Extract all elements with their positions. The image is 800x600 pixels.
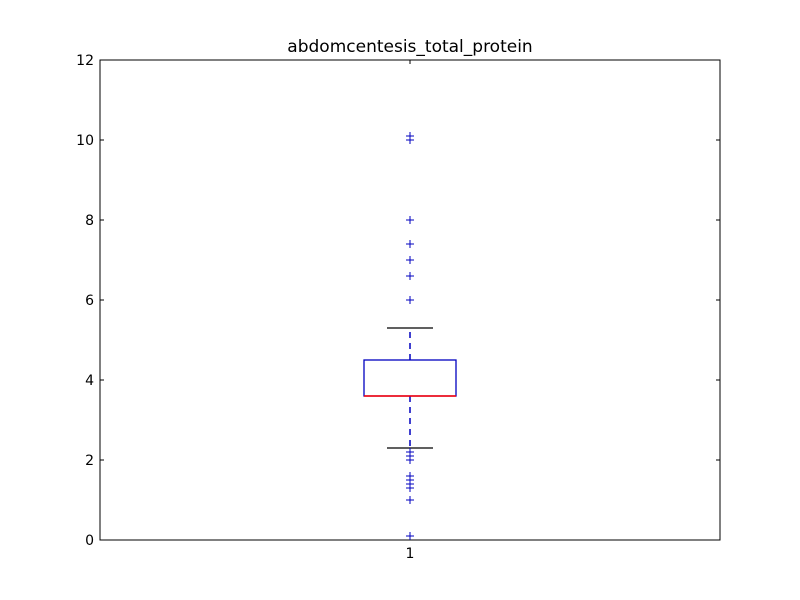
y-tick-label: 10 [76, 133, 94, 149]
y-tick-label: 6 [85, 293, 94, 309]
y-tick-label: 12 [76, 53, 94, 69]
outlier-point [406, 448, 414, 456]
box-series [363, 132, 457, 540]
outlier-point [406, 472, 414, 480]
outlier-point [406, 296, 414, 304]
iqr-box [363, 359, 457, 397]
y-tick-label: 8 [85, 213, 94, 229]
outlier-point [406, 132, 414, 140]
y-tick-label: 4 [85, 373, 94, 389]
outlier-point [406, 256, 414, 264]
outlier-point [406, 272, 414, 280]
outlier-point [406, 532, 414, 540]
chart-title: abdomcentesis_total_protein [287, 37, 532, 57]
outlier-point [406, 496, 414, 504]
x-tick-label: 1 [406, 546, 415, 562]
outlier-point [406, 240, 414, 248]
y-axis: 0 2 4 6 8 10 12 [76, 53, 720, 549]
y-tick-label: 0 [85, 533, 94, 549]
y-tick-label: 2 [85, 453, 94, 469]
outlier-point [406, 216, 414, 224]
